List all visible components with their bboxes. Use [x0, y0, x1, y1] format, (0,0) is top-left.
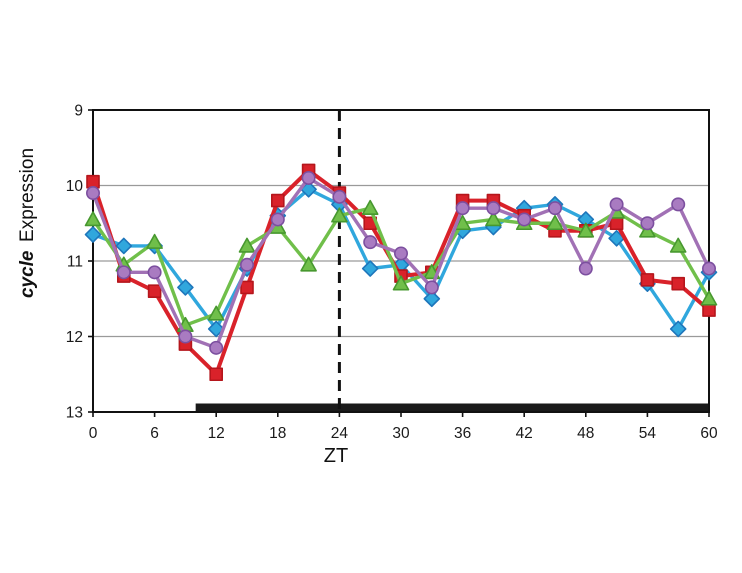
marker-blue-diamond — [207, 320, 225, 338]
series-purple-circle — [86, 170, 716, 355]
marker-purple-circle — [701, 261, 716, 276]
y-axis-title-text: Expression — [17, 147, 38, 242]
marker-blue-diamond — [84, 226, 102, 243]
marker-blue-diamond — [669, 320, 687, 338]
marker-green-triangle — [669, 237, 687, 253]
marker-green-triangle — [546, 214, 564, 231]
marker-red-square — [671, 276, 686, 291]
x-tick-label: 0 — [89, 425, 98, 442]
marker-green-triangle — [207, 305, 225, 321]
marker-purple-circle — [486, 201, 501, 216]
marker-green-triangle — [84, 211, 102, 227]
marker-red-square — [147, 284, 162, 299]
marker-purple-circle — [209, 340, 224, 355]
marker-red-square — [270, 193, 285, 208]
x-tick-label: 30 — [392, 425, 410, 442]
marker-red-square — [702, 303, 716, 317]
significance-bar — [195, 403, 709, 411]
y-axis-title: cycle Expression — [17, 148, 39, 298]
marker-purple-circle — [178, 329, 193, 344]
marker-purple-circle — [547, 201, 562, 216]
marker-green-triangle — [238, 237, 256, 253]
marker-green-triangle — [485, 211, 502, 227]
marker-purple-circle — [609, 197, 624, 212]
y-tick-label: 13 — [66, 405, 83, 422]
marker-purple-circle — [455, 201, 470, 216]
marker-purple-circle — [363, 235, 378, 250]
x-tick-label: 48 — [577, 425, 594, 442]
marker-green-triangle — [392, 275, 410, 291]
marker-blue-diamond — [115, 237, 133, 255]
marker-purple-circle — [116, 265, 131, 280]
x-tick-label: 18 — [269, 425, 286, 442]
x-tick-label: 12 — [208, 425, 225, 442]
marker-purple-circle — [671, 197, 686, 212]
marker-blue-diamond — [423, 290, 441, 308]
marker-purple-circle — [424, 280, 439, 295]
marker-purple-circle — [578, 261, 593, 276]
marker-purple-circle — [147, 265, 162, 280]
x-tick-label: 42 — [516, 425, 533, 442]
marker-red-square — [86, 174, 100, 189]
marker-green-triangle — [700, 290, 718, 306]
x-axis-ticks: 0 6 12 18 24 30 36 42 48 54 60 — [89, 412, 718, 442]
x-tick-label: 24 — [331, 425, 349, 442]
marker-red-square — [209, 367, 223, 382]
marker-green-triangle — [146, 233, 163, 249]
y-tick-label: 12 — [66, 329, 83, 346]
marker-blue-diamond — [177, 279, 194, 296]
x-tick-label: 6 — [150, 425, 159, 442]
marker-red-square — [240, 280, 254, 295]
y-tick-label: 10 — [66, 178, 84, 195]
marker-purple-circle — [332, 189, 347, 204]
x-tick-label: 36 — [454, 425, 471, 442]
marker-purple-circle — [301, 170, 316, 185]
marker-purple-circle — [270, 212, 285, 227]
y-axis-title-gene: cycle — [17, 250, 38, 299]
series-red-square — [86, 163, 716, 382]
x-tick-label: 54 — [639, 425, 657, 442]
marker-green-triangle — [361, 199, 379, 215]
marker-green-triangle — [300, 256, 317, 272]
y-axis-ticks: 9 10 11 12 13 — [66, 103, 93, 422]
marker-blue-diamond — [361, 260, 379, 277]
marker-purple-circle — [393, 246, 408, 261]
marker-green-triangle — [331, 207, 348, 223]
marker-red-square — [640, 273, 655, 287]
x-axis-title: ZT — [323, 445, 349, 467]
x-tick-label: 60 — [700, 425, 718, 442]
marker-red-square — [609, 216, 624, 231]
marker-purple-circle — [640, 216, 655, 231]
marker-purple-circle — [240, 257, 255, 272]
y-tick-label: 11 — [67, 254, 83, 271]
marker-green-triangle — [577, 222, 595, 238]
marker-green-triangle — [454, 214, 471, 231]
marker-purple-circle — [517, 212, 532, 227]
y-tick-label: 9 — [74, 103, 83, 120]
marker-purple-circle — [86, 186, 101, 201]
